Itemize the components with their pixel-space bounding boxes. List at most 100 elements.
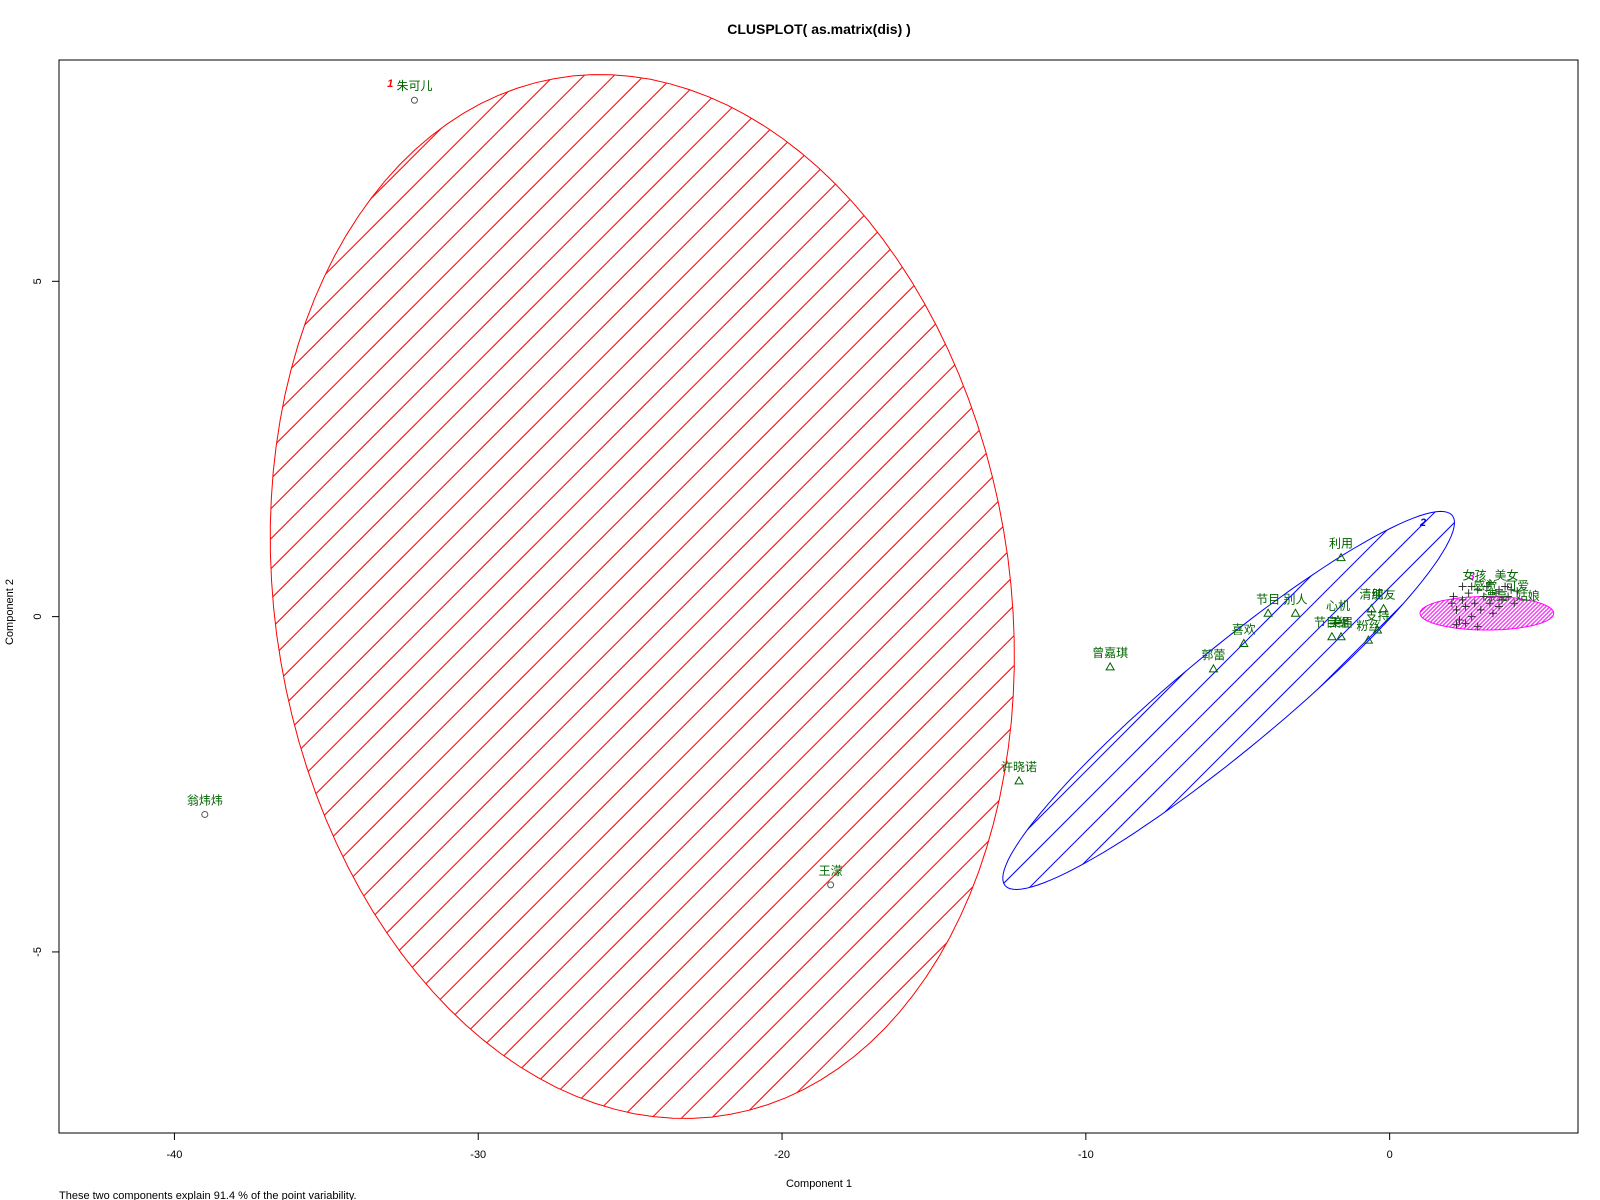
plus-marker	[1464, 589, 1473, 598]
hatch-line	[1432, 596, 1487, 630]
hatch-line	[1002, 511, 1225, 890]
hatch-line	[1508, 596, 1554, 630]
hatch-line	[1572, 587, 1600, 641]
hatch-line	[522, 74, 1015, 1119]
hatch-line	[270, 74, 504, 1119]
hatch-line	[1544, 596, 1554, 630]
hatch-line	[672, 74, 1015, 1119]
cluster-1-ellipse	[269, 74, 1015, 1119]
hatch-line	[270, 74, 1015, 1119]
hatch-line	[1359, 511, 1455, 890]
plus-marker	[1476, 605, 1485, 614]
plus-marker	[1504, 592, 1513, 601]
hatch-line	[1420, 596, 1447, 630]
point-marker	[1290, 608, 1301, 617]
point-label: 粉丝	[1356, 619, 1380, 633]
hatch-line	[270, 74, 1015, 1119]
plus-marker	[1501, 582, 1510, 591]
hatch-line	[1420, 596, 1451, 630]
hatch-line	[1484, 596, 1539, 630]
plus-marker	[1485, 599, 1494, 608]
hatch-line	[270, 74, 534, 1119]
hatch-line	[270, 74, 1015, 1119]
point-marker	[1333, 614, 1343, 624]
hatch-line	[1420, 596, 1459, 630]
point-marker	[1366, 603, 1377, 613]
hatch-line	[270, 74, 414, 1119]
hatch-line	[1496, 596, 1551, 630]
hatch-line	[1560, 587, 1600, 641]
hatch-line	[489, 453, 983, 947]
hatch-line	[1420, 596, 1475, 630]
x-tick-label: -30	[470, 1149, 486, 1161]
hatch-line	[1488, 596, 1543, 630]
hatch-line	[270, 74, 474, 1119]
cluster-3-ellipse	[1419, 596, 1555, 631]
hatch-line	[402, 74, 1015, 1119]
hatch-line	[270, 74, 1015, 1119]
point-label: 许晓诺	[1001, 760, 1037, 774]
y-tick-label: -5	[32, 947, 44, 957]
hatch-line	[582, 74, 1015, 1119]
hatch-line	[1029, 511, 1455, 890]
y-axis-label: Component 2	[4, 579, 16, 645]
hatch-line	[1564, 587, 1600, 641]
hatch-line	[1436, 596, 1491, 630]
point-marker	[1336, 631, 1346, 641]
point-label: 王濛	[819, 864, 843, 878]
point-marker	[827, 881, 835, 889]
hatch-line	[1420, 596, 1467, 630]
point-label: 节目组	[1314, 616, 1350, 630]
hatch-line	[1476, 596, 1531, 630]
x-tick-label: 0	[1387, 1149, 1393, 1161]
hatch-line	[270, 74, 1015, 1119]
point-label: 利用	[1329, 537, 1353, 551]
plus-marker	[1498, 595, 1507, 604]
plus-marker	[1479, 592, 1488, 601]
hatch-line	[1479, 453, 1600, 947]
x-tick-label: -20	[774, 1149, 790, 1161]
hatch-line	[1552, 596, 1554, 630]
plus-marker	[1455, 615, 1464, 624]
hatch-line	[1420, 596, 1443, 630]
hatch-line	[1568, 587, 1600, 641]
hatch-line	[1504, 596, 1554, 630]
hatch-line	[1516, 596, 1554, 630]
plus-marker	[1458, 595, 1467, 604]
hatch-line	[270, 74, 774, 1119]
hatch-line	[1472, 596, 1527, 630]
point-label: 节目	[1256, 592, 1280, 606]
hatch-line	[270, 74, 1015, 1119]
hatch-line	[270, 74, 984, 1119]
hatch-line	[270, 74, 1015, 1119]
hatch-line	[270, 74, 654, 1119]
hatch-line	[270, 74, 1014, 1119]
hatch-line	[1002, 511, 1375, 890]
x-tick-label: -10	[1078, 1149, 1094, 1161]
hatch-line	[1548, 596, 1554, 630]
hatch-line	[270, 74, 354, 1119]
hatch-line	[462, 74, 1015, 1119]
hatch-line	[1329, 511, 1455, 890]
x-axis-label: Component 1	[786, 1178, 852, 1190]
cluster-2-ellipse	[1002, 510, 1456, 891]
point-label: 喜欢	[1232, 621, 1256, 636]
hatch-line	[270, 74, 714, 1119]
point-label: 美女	[1494, 568, 1518, 583]
plus-marker	[1510, 599, 1519, 608]
hatch-line	[1420, 596, 1455, 630]
hatch-line	[1440, 596, 1495, 630]
cluster-label: 1	[387, 78, 393, 90]
point-marker	[201, 810, 209, 818]
hatch-line	[270, 74, 954, 1119]
hatch-line	[270, 74, 684, 1119]
plus-marker	[1452, 620, 1461, 629]
plus-marker	[1449, 592, 1458, 601]
point-label: 支持	[1365, 608, 1389, 623]
hatch-line	[1448, 596, 1503, 630]
plus-marker	[1488, 609, 1497, 618]
variability-footnote: These two components explain 91.4 % of t…	[59, 1190, 357, 1200]
hatch-line	[792, 74, 1015, 1119]
